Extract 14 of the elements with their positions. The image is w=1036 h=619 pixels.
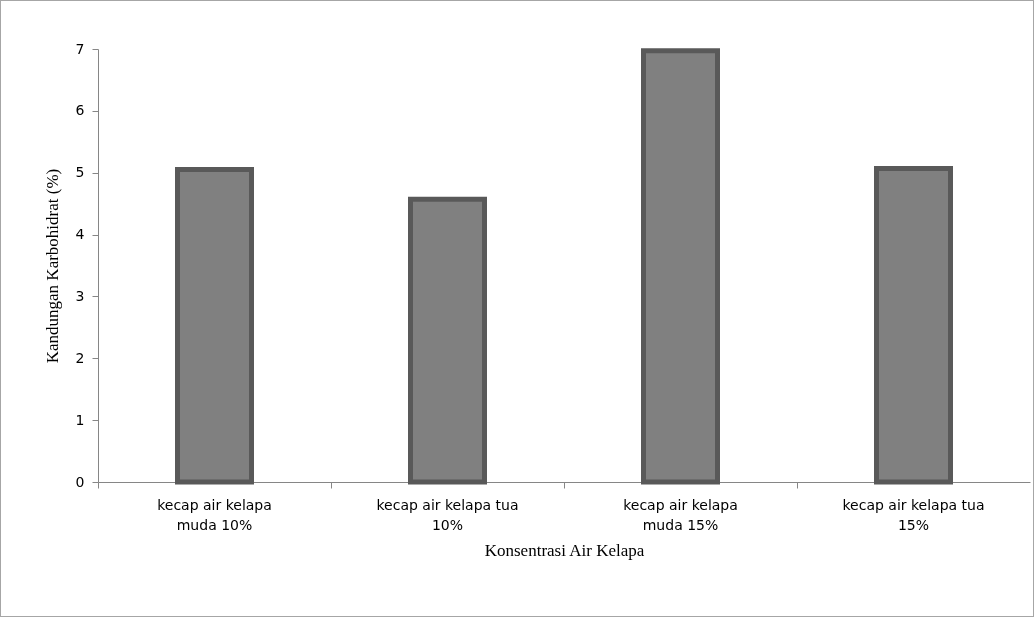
x-tick-label: kecap air kelapa muda 10% <box>157 496 272 533</box>
x-tick-label: kecap air kelapa tua 10% <box>376 496 519 533</box>
y-axis-title: Kandungan Karbohidrat (%) <box>42 168 62 364</box>
y-tick-label: 6 <box>75 102 85 119</box>
x-tick-label: kecap air kelapa tua 15% <box>842 496 985 533</box>
y-tick-label: 2 <box>75 349 85 366</box>
x-axis-title: Konsentrasi Air Kelapa <box>484 540 645 560</box>
y-tick-label: 7 <box>75 40 85 57</box>
y-tick-label: 3 <box>75 287 85 304</box>
x-tick-label: kecap air kelapa muda 15% <box>623 496 738 533</box>
y-tick-label: 0 <box>75 473 85 490</box>
y-tick-label: 5 <box>75 164 85 181</box>
y-tick-label: 1 <box>75 411 85 428</box>
y-tick-label: 4 <box>75 226 85 243</box>
